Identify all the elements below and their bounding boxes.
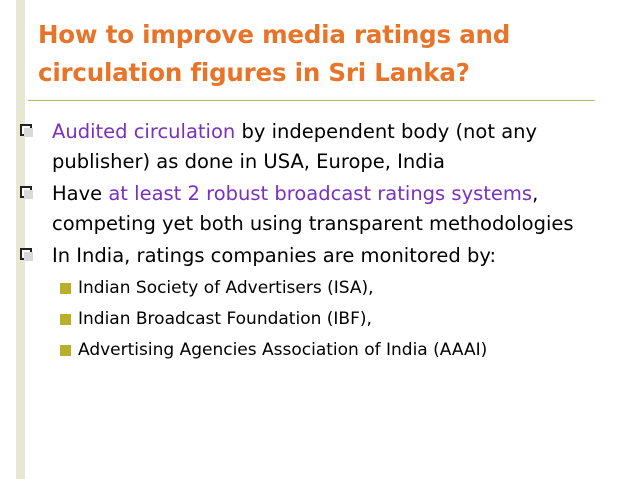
bullet-prefix: Have — [52, 182, 109, 205]
bullet-audited-circulation: Audited circulation by independent body … — [16, 117, 626, 177]
bullet-india-monitoring: In India, ratings companies are monitore… — [16, 241, 626, 271]
square-bullet-icon — [20, 124, 33, 137]
bullet-highlight: at least 2 robust broadcast ratings syst… — [108, 182, 533, 205]
sub-bullet-text: Advertising Agencies Association of Indi… — [78, 340, 488, 360]
sub-bullet-isa: Indian Society of Advertisers (ISA), — [16, 273, 626, 304]
title-divider — [28, 100, 595, 101]
square-bullet-icon — [20, 186, 33, 199]
filled-square-bullet-icon — [60, 345, 71, 356]
bullet-broadcast-ratings: Have at least 2 robust broadcast ratings… — [16, 179, 626, 239]
sub-bullet-ibf: Indian Broadcast Foundation (IBF), — [16, 304, 626, 335]
bullet-list: Audited circulation by independent body … — [16, 117, 626, 366]
filled-square-bullet-icon — [60, 283, 71, 294]
bullet-text: , competing yet both using transparent m… — [52, 182, 574, 235]
square-bullet-icon — [20, 248, 33, 261]
sub-bullet-text: Indian Broadcast Foundation (IBF), — [78, 309, 372, 329]
bullet-text: In India, ratings companies are monitore… — [52, 244, 497, 267]
sub-bullet-aaai: Advertising Agencies Association of Indi… — [16, 335, 626, 366]
sub-bullet-text: Indian Society of Advertisers (ISA), — [78, 278, 374, 298]
slide-title: How to improve media ratings and circula… — [38, 20, 511, 87]
bullet-highlight: Audited circulation — [52, 120, 236, 143]
accent-bar — [16, 0, 25, 479]
bullet-text: by independent body (not any publisher) … — [52, 120, 538, 173]
sub-bullet-list: Indian Society of Advertisers (ISA), Ind… — [16, 273, 626, 366]
filled-square-bullet-icon — [60, 314, 71, 325]
